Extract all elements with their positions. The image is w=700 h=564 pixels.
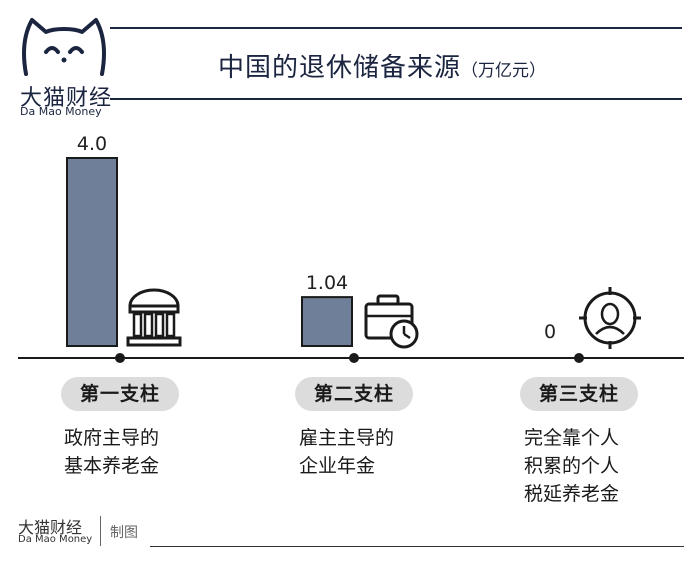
description-line: 税延养老金 (524, 483, 620, 505)
cat-logo-icon (22, 18, 106, 76)
value-label-3: 0 (544, 321, 556, 343)
description-line: 基本养老金 (64, 455, 160, 477)
chart-title-row: 中国的退休储备来源（万亿元） (218, 47, 546, 84)
government-building-icon (126, 288, 182, 347)
footer-brand-english: Da Mao Money (18, 534, 93, 545)
pillar-3-pill: 第三支柱 (520, 377, 638, 411)
pillar-2-pill: 第二支柱 (295, 377, 413, 411)
pillar-1-pill: 第一支柱 (61, 377, 179, 411)
bar-chart: 4.0 1.04 0 (18, 133, 684, 363)
brand-english-name: Da Mao Money (20, 105, 102, 118)
description-line: 完全靠个人 (524, 427, 620, 449)
value-label-1: 4.0 (77, 133, 107, 155)
footer-brand-name: 大猫财经 (18, 518, 83, 537)
description-line: 企业年金 (299, 455, 376, 477)
person-target-icon (579, 287, 641, 349)
title-rule-bottom (110, 98, 682, 100)
chart-title: 中国的退休储备来源 (218, 53, 462, 83)
pillar-3-description: 完全靠个人 积累的个人 税延养老金 (524, 424, 619, 508)
pillar-1-description: 政府主导的 基本养老金 (64, 424, 159, 480)
briefcase-clock-icon (364, 294, 419, 349)
chart-unit: （万亿元） (461, 61, 547, 81)
axis-marker-2 (349, 353, 359, 363)
description-line: 政府主导的 (64, 427, 160, 449)
bar-1 (66, 157, 118, 347)
description-line: 雇主主导的 (299, 427, 395, 449)
footer-rule (150, 546, 684, 547)
title-rule-top (110, 27, 682, 29)
value-label-2: 1.04 (306, 272, 348, 294)
brand-name: 大猫财经 (20, 86, 113, 111)
footer-credit: 制图 (110, 525, 138, 541)
bar-2 (301, 296, 353, 347)
footer-divider (100, 516, 101, 546)
description-line: 积累的个人 (524, 455, 620, 477)
pillar-2-description: 雇主主导的 企业年金 (299, 424, 394, 480)
axis-marker-1 (115, 353, 125, 363)
axis-marker-3 (574, 353, 584, 363)
